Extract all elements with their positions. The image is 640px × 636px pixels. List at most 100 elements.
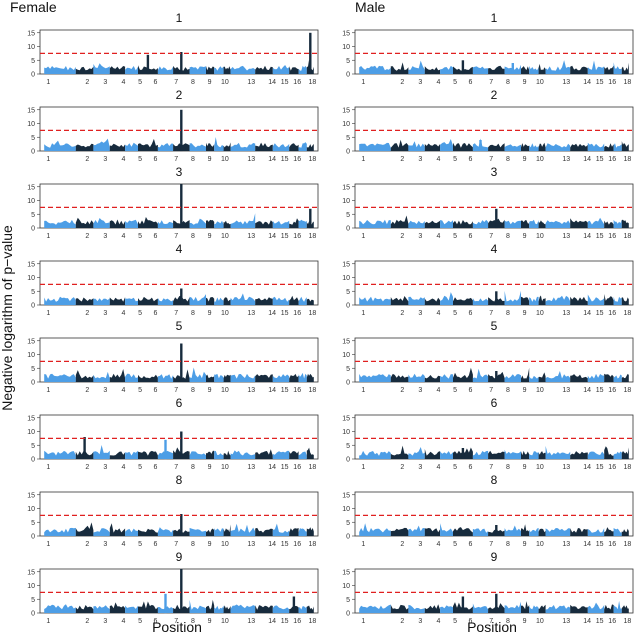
x-tick-label: 2 bbox=[85, 156, 89, 163]
x-tick-label: 18 bbox=[309, 156, 317, 163]
chromosome-9-signal bbox=[189, 143, 206, 151]
chromosome-5-signal bbox=[440, 523, 453, 536]
chromosome-18-signal bbox=[306, 298, 314, 305]
x-tick-label: 9 bbox=[208, 464, 212, 471]
chromosome-15-signal bbox=[587, 142, 605, 151]
x-tick-label: 4 bbox=[436, 233, 440, 240]
y-tick-label: 0 bbox=[346, 226, 350, 233]
x-tick-label: 5 bbox=[453, 156, 457, 163]
y-tick-label: 5 bbox=[31, 289, 35, 296]
y-tick-label: 5 bbox=[31, 443, 35, 450]
chromosome-6-signal bbox=[138, 528, 158, 536]
x-tick-label: 1 bbox=[361, 310, 365, 317]
panel-title: 9 bbox=[176, 550, 183, 564]
x-tick-label: 15 bbox=[596, 464, 604, 471]
x-tick-label: 1 bbox=[361, 464, 365, 471]
chromosome-8-signal bbox=[488, 450, 505, 459]
chromosome-12-signal bbox=[223, 374, 231, 382]
x-tick-label: 7 bbox=[489, 387, 493, 394]
chromosome-9-signal bbox=[189, 367, 206, 382]
column-title-male: Male bbox=[355, 0, 386, 15]
chromosome-2-signal bbox=[390, 373, 409, 382]
x-tick-label: 8 bbox=[506, 156, 510, 163]
y-tick-label: 10 bbox=[27, 583, 35, 590]
chromosome-17-signal bbox=[298, 606, 307, 613]
chromosome-1-signal bbox=[44, 373, 76, 382]
chromosome-2-signal bbox=[390, 62, 409, 74]
chromosome-16-signal bbox=[604, 65, 614, 74]
chromosome-14-signal bbox=[570, 374, 588, 382]
chromosome-14-signal bbox=[255, 449, 273, 459]
panel-f2: 2 0 5 10 15 1 2 3 4 5 6 7 8 9 10 13 14 15 16 18 bbox=[27, 88, 319, 163]
x-tick-label: 2 bbox=[400, 310, 404, 317]
y-tick-label: 15 bbox=[342, 107, 350, 114]
panel-f9: 9 0 5 10 15 1 2 3 4 5 6 7 8 9 10 13 14 15 16 18 bbox=[27, 550, 319, 625]
chromosome-16-signal bbox=[604, 373, 614, 382]
chromosome-17-signal bbox=[613, 219, 622, 228]
x-tick-label: 18 bbox=[624, 464, 632, 471]
x-tick-label: 8 bbox=[191, 618, 195, 625]
x-tick-label: 1 bbox=[46, 79, 50, 86]
y-tick-label: 5 bbox=[31, 520, 35, 527]
chromosome-18-signal bbox=[621, 141, 629, 151]
x-tick-label: 9 bbox=[523, 618, 527, 625]
x-tick-label: 9 bbox=[208, 618, 212, 625]
x-tick-label: 5 bbox=[138, 79, 142, 86]
chromosome-2-signal bbox=[390, 445, 409, 459]
chromosome-10-signal bbox=[206, 297, 215, 305]
chromosome-10-signal bbox=[521, 450, 530, 459]
x-tick-label: 16 bbox=[608, 387, 616, 394]
x-tick-label: 18 bbox=[309, 464, 317, 471]
x-tick-label: 7 bbox=[174, 79, 178, 86]
x-tick-label: 16 bbox=[608, 310, 616, 317]
x-tick-label: 15 bbox=[596, 310, 604, 317]
chromosome-1-signal bbox=[44, 450, 76, 459]
chromosome-13-signal bbox=[545, 220, 571, 228]
plot-frame bbox=[39, 337, 319, 383]
chromosome-6-signal bbox=[138, 217, 158, 228]
y-tick-label: 0 bbox=[346, 457, 350, 464]
chromosome-3-signal bbox=[408, 141, 425, 151]
chromosome-10-signal bbox=[206, 599, 215, 613]
panel-m9: 9 0 5 10 15 1 2 3 4 5 6 7 8 9 10 13 14 15 16 18 bbox=[342, 550, 634, 625]
chromosome-1-signal bbox=[359, 142, 391, 151]
plot-frame bbox=[354, 568, 634, 614]
x-tick-label: 14 bbox=[268, 618, 276, 625]
chromosome-14-signal bbox=[255, 297, 273, 305]
x-tick-label: 15 bbox=[281, 387, 289, 394]
chromosome-6-signal bbox=[138, 296, 158, 305]
x-tick-label: 10 bbox=[221, 156, 229, 163]
x-tick-label: 8 bbox=[506, 464, 510, 471]
x-tick-label: 15 bbox=[596, 79, 604, 86]
x-tick-label: 18 bbox=[624, 618, 632, 625]
x-tick-label: 18 bbox=[624, 310, 632, 317]
x-tick-label: 6 bbox=[153, 387, 157, 394]
panel-title: 8 bbox=[491, 473, 498, 487]
chromosome-7-signal bbox=[157, 374, 174, 382]
panel-m6: 6 0 5 10 15 1 2 3 4 5 6 7 8 9 10 13 14 15 16 18 bbox=[342, 396, 634, 471]
x-tick-label: 5 bbox=[453, 233, 457, 240]
panel-title: 5 bbox=[491, 319, 498, 333]
chromosome-4-signal bbox=[109, 523, 126, 536]
y-tick-label: 5 bbox=[31, 135, 35, 142]
x-tick-label: 5 bbox=[138, 387, 142, 394]
x-tick-label: 6 bbox=[153, 156, 157, 163]
chromosome-12-signal bbox=[223, 142, 231, 151]
x-tick-label: 4 bbox=[436, 618, 440, 625]
x-tick-label: 10 bbox=[221, 79, 229, 86]
x-tick-label: 10 bbox=[536, 310, 544, 317]
chromosome-8-signal bbox=[173, 604, 190, 613]
plot-frame bbox=[354, 29, 634, 75]
chromosome-18-signal bbox=[306, 373, 314, 382]
chromosome-9-signal bbox=[189, 66, 206, 74]
x-axis-title-female: Position bbox=[152, 619, 202, 635]
chromosome-4-signal bbox=[109, 602, 126, 613]
chromosome-1-signal bbox=[44, 527, 76, 536]
y-tick-label: 10 bbox=[27, 506, 35, 513]
x-tick-label: 8 bbox=[506, 310, 510, 317]
x-tick-label: 3 bbox=[103, 387, 107, 394]
chromosome-8-signal bbox=[488, 371, 505, 382]
chromosome-11-signal bbox=[529, 605, 539, 613]
